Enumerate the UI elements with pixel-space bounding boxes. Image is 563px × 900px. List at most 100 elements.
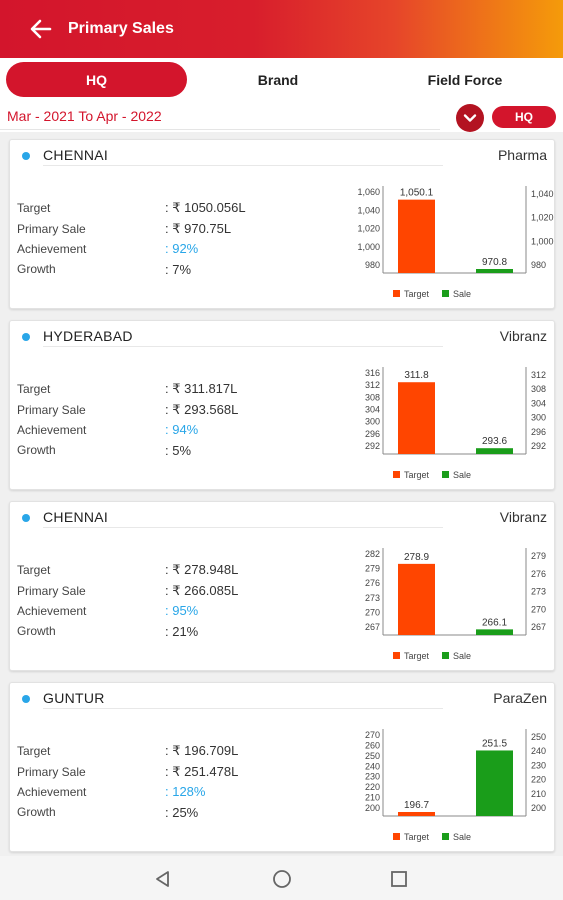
- target-bar: [398, 563, 435, 635]
- triangle-back-icon[interactable]: [152, 868, 174, 890]
- target-bar: [398, 199, 435, 273]
- divider: [43, 346, 443, 347]
- legend-swatch: [442, 471, 449, 478]
- target-value: : ₹ 1050.056L: [165, 200, 246, 216]
- bar-chart: 316 312 308 304 300 296 292 312 308 304 300 296 292 3…: [340, 359, 554, 489]
- achievement-label: Achievement: [17, 241, 87, 256]
- system-nav-bar: [0, 856, 563, 900]
- achievement-value: : 94%: [165, 422, 199, 438]
- sale-bar: [476, 629, 513, 635]
- bar-chart: 270 260 250 240 230 220 210 200 250 240 230 220 210 2…: [340, 721, 554, 851]
- primary-sale-value: : ₹ 293.568L: [165, 401, 239, 417]
- bullet-dot-icon: [22, 514, 30, 522]
- target-value: : ₹ 196.709L: [165, 743, 239, 759]
- growth-label: Growth: [17, 443, 56, 458]
- legend-label: Sale: [453, 289, 471, 299]
- growth-value: : 21%: [165, 623, 199, 639]
- bar-value-label: 293.6: [482, 436, 507, 447]
- hq-filter-button[interactable]: HQ: [492, 106, 556, 128]
- y-tick-label-left: 260: [365, 740, 380, 750]
- y-tick-label-right: 230: [531, 760, 546, 770]
- bar-value-label: 196.7: [404, 800, 429, 811]
- tab-field-force[interactable]: Field Force: [427, 71, 503, 88]
- achievement-label: Achievement: [17, 784, 87, 799]
- hq-card[interactable]: HYDERABAD Vibranz Target: ₹ 311.817L Pri…: [9, 320, 555, 490]
- y-tick-label-left: 292: [365, 441, 380, 451]
- bullet-dot-icon: [22, 695, 30, 703]
- y-tick-label-right: 300: [531, 413, 546, 423]
- y-tick-label-left: 267: [365, 622, 380, 632]
- target-label: Target: [17, 382, 51, 397]
- y-tick-label-right: 312: [531, 370, 546, 380]
- metric-row: Primary Sale: ₹ 970.75L: [17, 218, 267, 238]
- target-bar: [398, 812, 435, 816]
- tab-brand[interactable]: Brand: [257, 71, 299, 88]
- metric-row: Growth: 25%: [17, 802, 267, 822]
- y-tick-label-right: 1,000: [531, 236, 554, 246]
- bullet-dot-icon: [22, 152, 30, 160]
- y-tick-label-left: 308: [365, 392, 380, 402]
- divider: [43, 165, 443, 166]
- y-tick-label-left: 304: [365, 405, 380, 415]
- date-range[interactable]: Mar - 2021 To Apr - 2022: [7, 108, 162, 124]
- chart-svg: 1,060 1,040 1,020 1,000 980 1,040 1,020 1,000 98…: [357, 186, 554, 299]
- y-tick-label-left: 276: [365, 578, 380, 588]
- y-tick-label-left: 240: [365, 761, 380, 771]
- circle-home-icon[interactable]: [271, 868, 293, 890]
- hq-card[interactable]: CHENNAI Vibranz Target: ₹ 278.948L Prima…: [9, 501, 555, 671]
- y-tick-label-right: 200: [531, 803, 546, 813]
- primary-sale-label: Primary Sale: [17, 221, 86, 236]
- achievement-label: Achievement: [17, 603, 87, 618]
- y-tick-label-right: 980: [531, 260, 546, 270]
- legend-label: Target: [404, 289, 430, 299]
- y-tick-label-right: 279: [531, 551, 546, 561]
- chevron-down-icon[interactable]: [456, 104, 484, 132]
- legend-label: Sale: [453, 832, 471, 842]
- y-tick-label-left: 282: [365, 549, 380, 559]
- y-tick-label-right: 220: [531, 775, 546, 785]
- y-tick-label-left: 312: [365, 380, 380, 390]
- y-tick-label-left: 250: [365, 751, 380, 761]
- achievement-label: Achievement: [17, 422, 87, 437]
- y-tick-label-left: 1,060: [357, 187, 380, 197]
- y-tick-label-left: 1,020: [357, 224, 380, 234]
- y-tick-label-right: 1,020: [531, 213, 554, 223]
- hq-card[interactable]: GUNTUR ParaZen Target: ₹ 196.709L Primar…: [9, 682, 555, 852]
- achievement-value: : 128%: [165, 784, 206, 800]
- bullet-dot-icon: [22, 333, 30, 341]
- chart-svg: 282 279 276 273 270 267 279 276 273 270 267 278.9 26…: [365, 548, 546, 661]
- metric-row: Primary Sale: ₹ 266.085L: [17, 580, 267, 600]
- y-tick-label-right: 1,040: [531, 189, 554, 199]
- y-tick-label-left: 316: [365, 368, 380, 378]
- target-label: Target: [17, 744, 51, 759]
- tab-bar: HQ Brand Field Force: [0, 58, 563, 102]
- square-recents-icon[interactable]: [388, 868, 410, 890]
- growth-value: : 5%: [165, 442, 192, 458]
- y-tick-label-left: 270: [365, 607, 380, 617]
- sale-bar: [476, 448, 513, 454]
- growth-label: Growth: [17, 624, 56, 639]
- metrics-list: Target : ₹ 311.817L Primary Sale : ₹ 293.5…: [17, 379, 267, 461]
- arrow-left-icon[interactable]: [28, 16, 54, 42]
- metric-row: Target : ₹ 1050.056L: [17, 198, 267, 218]
- bar-chart: 1,060 1,040 1,020 1,000 980 1,040 1,020 1,000 98…: [340, 178, 554, 308]
- y-tick-label-left: 273: [365, 593, 380, 603]
- divider: [0, 129, 440, 130]
- target-value: : ₹ 311.817L: [165, 381, 238, 397]
- y-tick-label-left: 300: [365, 417, 380, 427]
- sale-bar: [476, 750, 513, 816]
- target-label: Target: [17, 201, 51, 216]
- primary-sale-label: Primary Sale: [17, 402, 86, 417]
- bar-chart: 282 279 276 273 270 267 279 276 273 270 267 278.9 26…: [340, 540, 554, 670]
- legend-swatch: [393, 652, 400, 659]
- primary-sale-label: Primary Sale: [17, 583, 86, 598]
- y-tick-label-right: 267: [531, 622, 546, 632]
- tab-hq[interactable]: HQ: [6, 62, 187, 97]
- hq-card[interactable]: CHENNAI Pharma Target: ₹ 1050.056L Prima…: [9, 139, 555, 309]
- y-tick-label-left: 230: [365, 772, 380, 782]
- chart-svg: 2702602502402302202102002502402302202102…: [365, 729, 546, 842]
- hq-location: CHENNAI: [43, 147, 109, 163]
- y-tick-label-left: 279: [365, 564, 380, 574]
- metric-row: Achievement : 128%: [17, 782, 267, 802]
- metric-row: Primary Sale: ₹ 251.478L: [17, 761, 267, 781]
